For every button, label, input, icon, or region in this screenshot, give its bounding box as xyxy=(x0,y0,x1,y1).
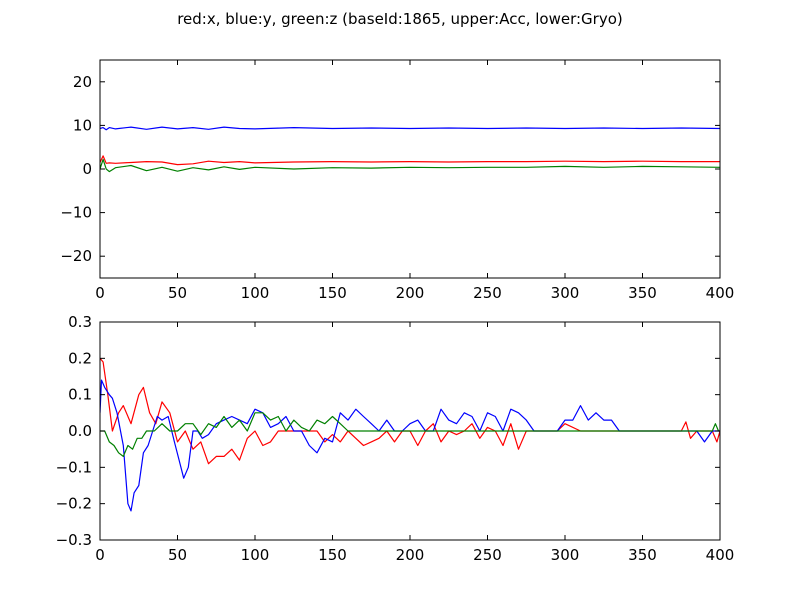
series-line-y xyxy=(100,379,720,512)
x-tick-label: 200 xyxy=(396,284,425,302)
x-tick-label: 0 xyxy=(95,546,105,564)
x-tick-label: 50 xyxy=(168,546,187,564)
y-tick-label: −20 xyxy=(60,247,92,265)
x-tick-label: 100 xyxy=(241,546,270,564)
x-tick-label: 350 xyxy=(628,546,657,564)
x-tick-label: 50 xyxy=(168,284,187,302)
x-tick-label: 300 xyxy=(551,284,580,302)
x-tick-label: 150 xyxy=(318,546,347,564)
x-tick-label: 250 xyxy=(473,284,502,302)
series-group xyxy=(100,357,720,512)
y-tick-label: 0.3 xyxy=(68,313,92,331)
x-tick-label: 400 xyxy=(706,284,735,302)
series-line-x xyxy=(100,357,720,465)
series-line-z xyxy=(100,412,720,457)
y-tick-label: −0.2 xyxy=(56,495,92,513)
x-tick-label: 250 xyxy=(473,546,502,564)
lower-gyro-axes: 0 50 100 150 200 250 300 350 400 0.3 0.2 0.1 0.0 −0.1… xyxy=(56,313,735,564)
y-tick-label: −10 xyxy=(60,204,92,222)
x-tick-label: 0 xyxy=(95,284,105,302)
axes-frame xyxy=(99,59,721,279)
x-tick-label: 300 xyxy=(551,546,580,564)
y-tick-label: 20 xyxy=(73,73,92,91)
y-tick-label: −0.3 xyxy=(56,531,92,549)
y-tick-label: 0.0 xyxy=(68,422,92,440)
series-group xyxy=(100,126,720,173)
series-line-x xyxy=(100,155,720,166)
x-tick-label: 200 xyxy=(396,546,425,564)
x-tick-label: 100 xyxy=(241,284,270,302)
y-tick-label: 0.2 xyxy=(68,349,92,367)
y-tick-label: 0 xyxy=(82,160,92,178)
y-tick-label: −0.1 xyxy=(56,458,92,476)
x-tick-label: 350 xyxy=(628,284,657,302)
x-tick-label: 150 xyxy=(318,284,347,302)
series-line-z xyxy=(100,158,720,173)
series-line-y xyxy=(100,126,720,131)
y-tick-label: 10 xyxy=(73,116,92,134)
y-tick-label: 0.1 xyxy=(68,386,92,404)
x-tick-label: 400 xyxy=(706,546,735,564)
figure-title: red:x, blue:y, green:z (baseId:1865, upp… xyxy=(177,10,623,28)
